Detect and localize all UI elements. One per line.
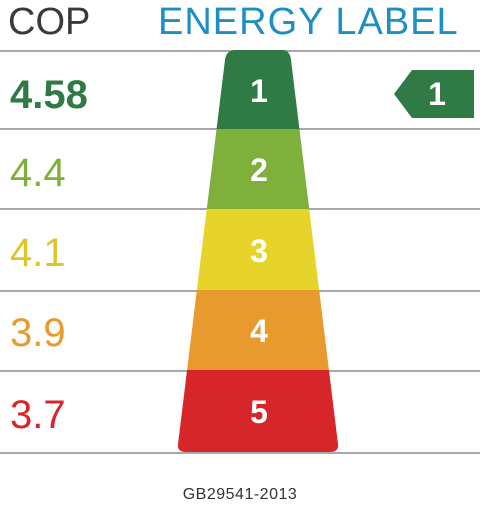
- current-grade-number: 1: [428, 76, 446, 112]
- grade-number-3: 3: [250, 233, 268, 269]
- grade-band-5: [177, 370, 339, 452]
- grade-number-4: 4: [250, 313, 268, 349]
- cop-value-grade-3: 4.1: [10, 231, 66, 275]
- standard-code: GB29541-2013: [182, 486, 298, 503]
- energy-label-title: ENERGY LABEL: [158, 1, 459, 43]
- cop-value-grade-2: 4.4: [10, 151, 66, 195]
- grade-number-5: 5: [250, 394, 268, 430]
- cop-value-grade-1: 4.58: [10, 73, 88, 117]
- cop-value-grade-4: 3.9: [10, 311, 66, 355]
- divider: [0, 452, 480, 454]
- cop-value-grade-5: 3.7: [10, 393, 66, 437]
- header-cop-label: COP: [8, 1, 91, 43]
- grade-number-2: 2: [250, 152, 268, 188]
- grade-band-4: [177, 290, 339, 371]
- current-grade-indicator: 1: [394, 70, 474, 118]
- grade-number-1: 1: [250, 73, 268, 109]
